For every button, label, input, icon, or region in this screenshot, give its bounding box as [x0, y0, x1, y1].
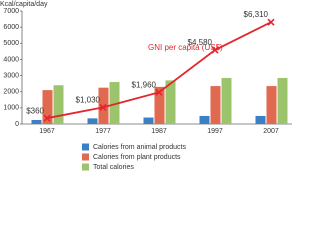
bar: [221, 77, 232, 124]
bar: [255, 115, 266, 124]
gni-annotation: GNI per capita (US$): [148, 43, 223, 52]
y-tick-label: 3000: [3, 72, 19, 79]
y-tick-label: 5000: [3, 40, 19, 47]
bar: [87, 118, 98, 124]
x-tick-label: 2007: [263, 128, 279, 135]
legend-swatch: [82, 143, 89, 151]
bar: [154, 86, 165, 124]
y-axis-label: Kcal/capita/day: [0, 1, 48, 8]
gni-value-label: $4,580: [188, 38, 213, 47]
bar: [53, 85, 64, 124]
gni-marker: [211, 46, 219, 54]
bar: [109, 82, 120, 124]
bar: [199, 115, 210, 124]
y-tick-label: 4000: [3, 56, 19, 63]
legend-swatch: [82, 163, 89, 171]
legend-label: Total calories: [93, 164, 134, 171]
bar: [210, 86, 221, 124]
y-tick-label: 6000: [3, 24, 19, 31]
gni-marker: [155, 88, 163, 96]
x-tick-label: 1967: [39, 128, 55, 135]
gni-marker: [99, 103, 107, 111]
legend-label: Calories from animal products: [93, 144, 186, 151]
y-tick-label: 0: [15, 121, 19, 128]
legend-swatch: [82, 153, 89, 161]
y-tick-label: 7000: [3, 8, 19, 15]
bar: [266, 86, 277, 124]
bar: [143, 117, 154, 124]
bar: [277, 77, 288, 124]
legend-label: Calories from plant products: [93, 154, 181, 161]
y-tick-label: 1000: [3, 105, 19, 112]
x-tick-label: 1987: [151, 128, 167, 135]
gni-marker: [43, 114, 51, 122]
chart: Kcal/capita/day 0 1000 2000 3000 4000 5000 600…: [0, 1, 292, 171]
bar: [165, 80, 176, 124]
gni-value-label: $1,960: [132, 80, 157, 89]
gni-value-label: $1,030: [76, 95, 101, 104]
bar: [42, 90, 53, 124]
gni-value-label: $360: [26, 106, 44, 115]
x-tick-label: 1997: [207, 128, 223, 135]
gni-marker: [267, 18, 275, 26]
gni-value-label: $6,310: [244, 10, 269, 19]
y-tick-label: 2000: [3, 89, 19, 96]
x-tick-label: 1977: [95, 128, 111, 135]
bar: [31, 119, 42, 124]
